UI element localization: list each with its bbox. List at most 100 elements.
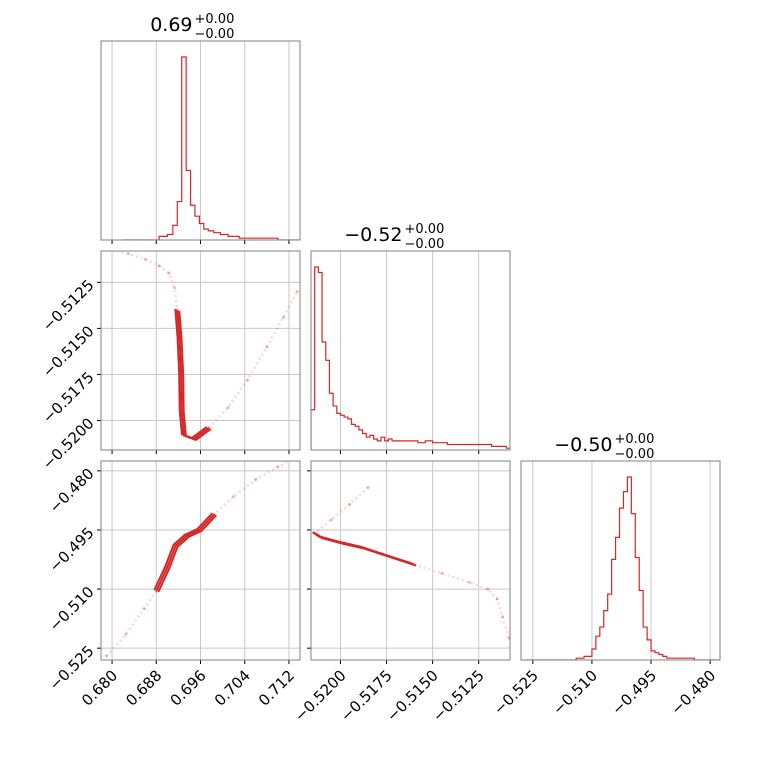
sample-point	[127, 252, 131, 256]
sample-point	[111, 248, 114, 251]
sample-point	[318, 535, 322, 539]
title-minus: −0.00	[405, 237, 445, 252]
sample-point	[207, 426, 211, 430]
sample-point	[154, 589, 158, 593]
x-tick-label: −0.5125	[429, 666, 488, 725]
contour-line	[178, 310, 212, 441]
sample-point	[366, 486, 370, 489]
contour-line	[153, 512, 214, 591]
x-tick-label: −0.510	[549, 666, 601, 718]
contour-2-1	[312, 486, 510, 640]
histogram-step-0	[123, 56, 300, 240]
histogram-1	[311, 266, 510, 450]
contour-1-0	[111, 248, 299, 441]
panel-0-0	[111, 41, 290, 244]
sample-point	[295, 290, 299, 293]
sample-point	[385, 554, 388, 557]
y-tick-label: −0.495	[46, 524, 98, 576]
sample-point	[197, 528, 201, 532]
title-minus: −0.00	[615, 447, 655, 462]
panel-frame	[100, 40, 301, 241]
sample-point	[192, 437, 196, 441]
contour-line	[316, 533, 417, 567]
param-title-1: −0.52 +0.00−0.00	[344, 222, 444, 252]
sample-point	[180, 409, 184, 413]
contour-line	[157, 514, 218, 593]
x-tick-label: 0.680	[78, 666, 121, 709]
sample-point	[495, 597, 499, 601]
sample-point	[265, 345, 269, 349]
sample-point	[254, 478, 258, 481]
title-minus: −0.00	[195, 27, 235, 42]
sample-point	[124, 632, 128, 636]
panel-2-2	[532, 461, 711, 664]
y-tick-label: −0.5125	[39, 276, 98, 335]
contour-line	[155, 513, 216, 592]
title-value: 0.69	[150, 14, 192, 36]
sample-point	[507, 636, 510, 640]
sample-point	[468, 580, 471, 584]
param-title-0: 0.69 +0.00−0.00	[150, 12, 234, 42]
sample-point	[143, 257, 147, 261]
sample-point	[329, 518, 333, 522]
x-tick-label: 0.696	[167, 666, 210, 709]
param-title-2: −0.50 +0.00−0.00	[554, 432, 654, 462]
panel-1-0	[97, 251, 300, 454]
sample-point	[313, 531, 317, 535]
sample-point	[142, 607, 146, 611]
panel-2-1	[307, 461, 510, 664]
sample-point	[226, 406, 230, 410]
panel-frame	[310, 250, 511, 451]
sample-point	[182, 433, 186, 437]
x-tick-label: 0.704	[211, 666, 254, 709]
sample-point	[486, 587, 490, 591]
sample-point	[299, 454, 302, 457]
title-plus: +0.00	[405, 222, 445, 237]
sample-point	[276, 465, 280, 469]
sample-point	[174, 544, 178, 548]
title-value: −0.52	[344, 224, 402, 246]
title-value: −0.50	[554, 434, 612, 456]
histogram-2	[524, 476, 720, 660]
y-tick-label: −0.510	[46, 583, 98, 635]
x-tick-label: 0.712	[255, 666, 298, 709]
sample-point	[165, 565, 169, 569]
sample-point	[361, 546, 364, 550]
panel-frame	[520, 460, 721, 661]
sample-point	[282, 315, 285, 319]
sample-point	[175, 308, 179, 312]
sample-point	[412, 563, 416, 567]
y-tick-label: −0.480	[46, 465, 98, 517]
panel-frame	[100, 460, 301, 661]
histogram-0	[123, 56, 300, 240]
contour-2-0	[105, 454, 302, 658]
sample-point	[348, 502, 352, 506]
panel-1-1	[339, 251, 480, 454]
panel-frame	[100, 250, 301, 451]
title-plus: +0.00	[195, 12, 235, 27]
sample-point	[212, 512, 216, 516]
sample-point	[105, 654, 108, 658]
title-plus: +0.00	[615, 432, 655, 447]
sample-point	[167, 271, 171, 275]
sample-trail	[105, 461, 292, 657]
x-tick-label: −0.525	[490, 666, 542, 718]
histogram-step-2	[524, 476, 720, 660]
sample-point	[246, 378, 249, 382]
x-tick-label: −0.480	[667, 666, 719, 718]
sample-point	[173, 286, 176, 290]
sample-point	[178, 336, 181, 340]
sample-point	[232, 495, 236, 498]
sample-point	[440, 571, 444, 575]
x-tick-label: −0.495	[608, 666, 660, 718]
sample-point	[501, 615, 505, 619]
sample-point	[339, 541, 342, 544]
panel-frame	[310, 460, 511, 661]
panel-2-0	[97, 461, 300, 664]
sample-point	[157, 264, 161, 268]
histogram-step-1	[311, 266, 510, 450]
x-tick-label: 0.688	[122, 666, 165, 709]
sample-point	[185, 534, 189, 538]
sample-trail	[113, 251, 299, 441]
